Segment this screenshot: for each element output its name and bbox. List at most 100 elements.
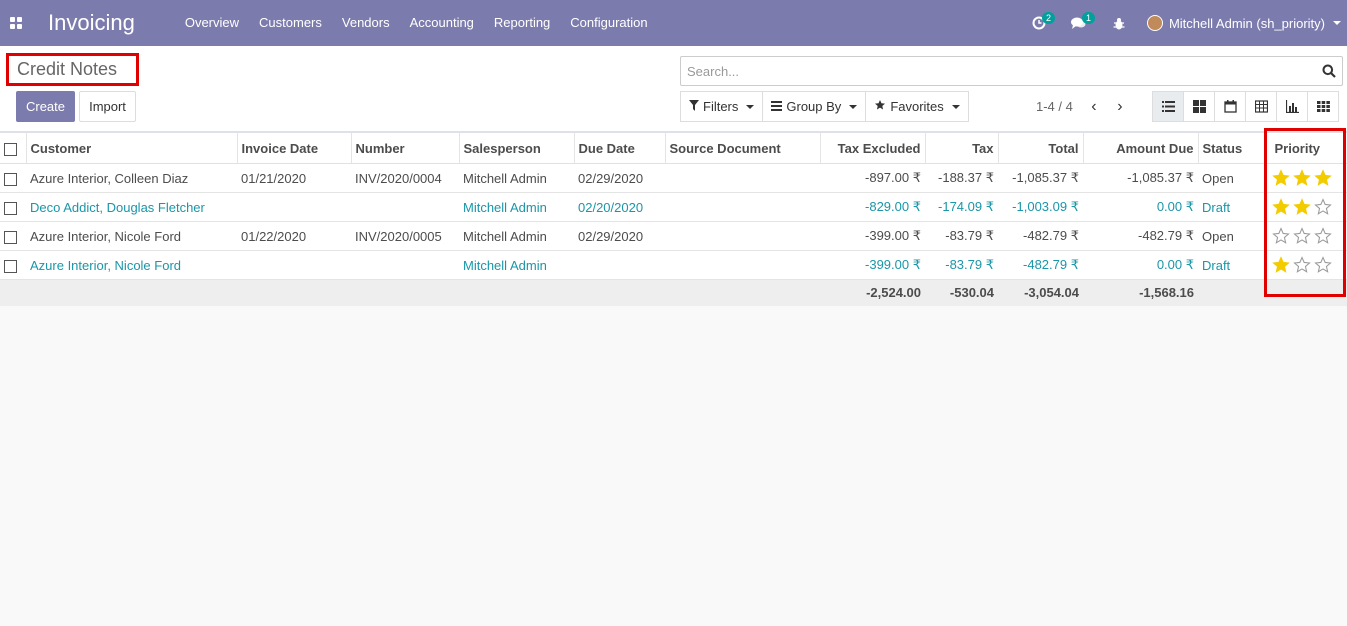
main-menu: Overview Customers Vendors Accounting Re… [175,0,658,46]
col-due-date[interactable]: Due Date [574,132,666,164]
apps-menu-icon[interactable] [0,0,32,46]
cell-source [665,221,820,251]
import-button[interactable]: Import [79,91,136,122]
priority-stars[interactable] [1272,198,1343,216]
star-filled-icon[interactable] [1293,198,1311,216]
cell-tax: -174.09 ₹ [925,192,998,222]
table-row[interactable]: Deco Addict, Douglas Fletcher Mitchell Ad… [0,192,1347,222]
group-by-button[interactable]: Group By [762,91,867,122]
row-checkbox[interactable] [0,163,26,193]
chevron-right-icon[interactable]: › [1117,97,1123,115]
priority-stars[interactable] [1272,256,1343,274]
messages-icon[interactable]: 1 [1059,0,1099,46]
chevron-down-icon [951,104,960,109]
cell-source [665,250,820,280]
col-salesperson[interactable]: Salesperson [459,132,575,164]
pivot-view-icon[interactable] [1245,91,1277,122]
star-filled-icon[interactable] [1293,169,1311,187]
list-bars-icon [771,100,783,114]
activity-icon[interactable]: 2 [1019,0,1059,46]
col-total[interactable]: Total [998,132,1084,164]
menu-accounting[interactable]: Accounting [409,15,474,30]
col-invoice-date[interactable]: Invoice Date [237,132,352,164]
cell-amount-due: 0.00 ₹ [1083,192,1198,222]
favorites-button[interactable]: Favorites [865,91,969,122]
cell-total: -1,003.09 ₹ [998,192,1083,222]
table-row[interactable]: Azure Interior, Nicole Ford 01/22/2020 INV… [0,221,1347,251]
cell-total: -482.79 ₹ [998,250,1083,280]
col-tax[interactable]: Tax [925,132,999,164]
list-view-icon[interactable] [1152,91,1184,122]
chevron-left-icon[interactable]: ‹ [1091,97,1097,115]
menu-customers[interactable]: Customers [259,15,322,30]
group-by-label: Group By [786,99,842,114]
user-menu[interactable]: Mitchell Admin (sh_priority) [1139,15,1347,31]
cell-priority [1264,250,1347,280]
messages-badge: 1 [1081,12,1095,24]
menu-configuration[interactable]: Configuration [570,15,648,30]
kanban-view-icon[interactable] [1183,91,1215,122]
cell-salesperson: Mitchell Admin [459,163,574,193]
search-bar [680,56,1343,86]
col-status[interactable]: Status [1198,132,1265,164]
grid-view-icon[interactable] [1307,91,1339,122]
col-number[interactable]: Number [351,132,460,164]
cell-total: -1,085.37 ₹ [998,163,1083,193]
table-row[interactable]: Azure Interior, Nicole Ford Mitchell Admi… [0,250,1347,280]
total-tax-excluded: -2,524.00 [820,279,925,306]
star-empty-icon[interactable] [1272,227,1290,245]
priority-stars[interactable] [1272,169,1343,187]
select-all-checkbox[interactable] [0,132,27,164]
cell-number: INV/2020/0005 [351,221,459,251]
row-checkbox[interactable] [0,250,26,280]
table-header: Customer Invoice Date Number Salesperson… [0,132,1347,164]
pager-value[interactable]: 1-4 / 4 [1036,99,1073,114]
cell-tax: -83.79 ₹ [925,250,998,280]
priority-stars[interactable] [1272,227,1343,245]
cell-total: -482.79 ₹ [998,221,1083,251]
col-tax-excluded[interactable]: Tax Excluded [820,132,926,164]
star-filled-icon[interactable] [1272,198,1290,216]
view-switcher [1152,91,1339,122]
cell-salesperson: Mitchell Admin [459,221,574,251]
calendar-view-icon[interactable] [1214,91,1246,122]
cell-tax-excluded: -897.00 ₹ [820,163,925,193]
menu-vendors[interactable]: Vendors [341,15,390,30]
filters-button[interactable]: Filters [680,91,764,122]
cell-status: Draft [1198,250,1264,280]
row-checkbox[interactable] [0,192,26,222]
star-empty-icon[interactable] [1293,227,1311,245]
menu-reporting[interactable]: Reporting [493,15,551,30]
star-empty-icon[interactable] [1314,227,1332,245]
cell-customer: Azure Interior, Nicole Ford [26,250,237,280]
cell-priority [1264,221,1347,251]
cell-amount-due: -482.79 ₹ [1083,221,1198,251]
cell-customer: Azure Interior, Colleen Diaz [26,163,237,193]
total-total: -3,054.04 [998,279,1083,306]
chevron-down-icon [746,104,755,109]
page-title: Credit Notes [6,53,139,86]
create-button[interactable]: Create [16,91,75,122]
col-priority[interactable]: Priority [1264,132,1347,164]
star-empty-icon[interactable] [1314,198,1332,216]
filters-label: Filters [703,99,739,114]
graph-view-icon[interactable] [1276,91,1308,122]
col-amount-due[interactable]: Amount Due [1083,132,1199,164]
cell-source [665,192,820,222]
row-checkbox[interactable] [0,221,26,251]
star-filled-icon[interactable] [1272,256,1290,274]
cell-invoice-date: 01/21/2020 [237,163,351,193]
cell-priority [1264,192,1347,222]
star-filled-icon[interactable] [1314,169,1332,187]
col-customer[interactable]: Customer [26,132,238,164]
search-input[interactable] [681,57,1316,85]
col-source-document[interactable]: Source Document [665,132,821,164]
star-empty-icon[interactable] [1293,256,1311,274]
menu-overview[interactable]: Overview [184,15,240,30]
search-icon[interactable] [1316,57,1342,85]
star-empty-icon[interactable] [1314,256,1332,274]
table-row[interactable]: Azure Interior, Colleen Diaz 01/21/2020 IN… [0,163,1347,193]
cell-due-date [574,250,665,280]
star-filled-icon[interactable] [1272,169,1290,187]
debug-bug-icon[interactable] [1099,0,1139,46]
